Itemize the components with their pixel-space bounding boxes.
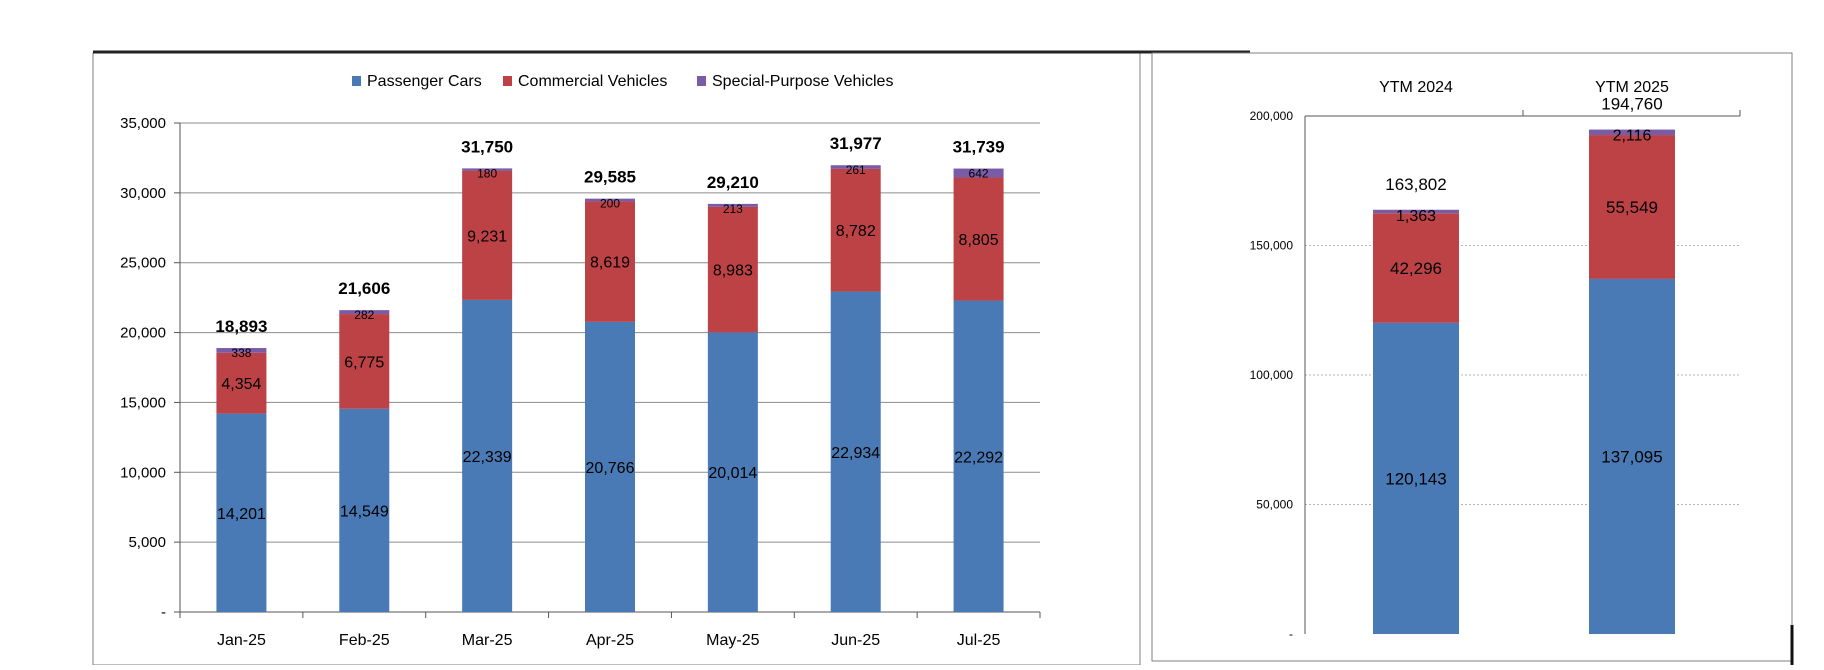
bar-special-purpose-vehicles bbox=[1589, 129, 1675, 136]
data-label-passenger-cars: 22,292 bbox=[954, 449, 1003, 466]
legend-label-commercial-vehicles: Commercial Vehicles bbox=[518, 73, 667, 90]
data-label-special: 200 bbox=[600, 197, 620, 211]
total-label: 31,739 bbox=[953, 138, 1005, 157]
data-label-passenger-cars: 14,201 bbox=[217, 506, 266, 523]
bar-commercial-vehicles bbox=[1589, 135, 1675, 279]
x-tick-label: YTM 2025 bbox=[1595, 79, 1669, 96]
y-tick-label: 10,000 bbox=[120, 464, 166, 481]
bar-passenger-cars bbox=[707, 332, 758, 612]
data-label-special: 213 bbox=[723, 202, 743, 216]
data-label-commercial-vehicles: 42,296 bbox=[1390, 259, 1442, 278]
x-tick-label: Jan-25 bbox=[217, 632, 266, 649]
y-tick-label: 15,000 bbox=[120, 394, 166, 411]
bar-special-purpose-vehicles bbox=[953, 168, 1004, 178]
x-tick-label: YTM 2024 bbox=[1379, 79, 1453, 96]
bar-commercial-vehicles bbox=[1373, 213, 1459, 323]
total-label: 194,760 bbox=[1601, 95, 1662, 114]
x-tick-label: Feb-25 bbox=[339, 632, 390, 649]
data-label-special: 180 bbox=[477, 166, 497, 180]
data-label-passenger-cars: 14,549 bbox=[340, 503, 389, 520]
bar-special-purpose-vehicles bbox=[707, 203, 758, 207]
bar-passenger-cars bbox=[462, 299, 513, 612]
total-label: 29,210 bbox=[707, 173, 759, 192]
y-tick-label: 100,000 bbox=[1250, 368, 1294, 382]
total-label: 21,606 bbox=[338, 279, 390, 298]
y-tick-label: 50,000 bbox=[1256, 498, 1293, 512]
total-label: 18,893 bbox=[215, 317, 267, 336]
bar-commercial-vehicles bbox=[585, 201, 635, 322]
legend-label-special-purpose-vehicles: Special-Purpose Vehicles bbox=[712, 73, 893, 90]
y-tick-label: 20,000 bbox=[120, 325, 166, 342]
x-tick-label: Jun-25 bbox=[831, 632, 880, 649]
bar-passenger-cars bbox=[339, 408, 390, 612]
x-tick-label: Apr-25 bbox=[586, 632, 634, 649]
total-label: 163,802 bbox=[1385, 175, 1446, 194]
data-label-special: 338 bbox=[231, 346, 251, 360]
x-tick-label: May-25 bbox=[706, 632, 759, 649]
bar-passenger-cars bbox=[830, 291, 881, 612]
data-label-special: 642 bbox=[969, 167, 989, 181]
y-tick-label: - bbox=[1289, 627, 1293, 641]
data-label-special: 2,116 bbox=[1613, 128, 1652, 145]
data-label-commercial-vehicles: 6,775 bbox=[344, 354, 384, 371]
data-label-commercial-vehicles: 8,782 bbox=[836, 223, 876, 240]
data-label-passenger-cars: 22,339 bbox=[463, 449, 512, 466]
y-tick-label: - bbox=[161, 604, 166, 621]
data-label-special: 261 bbox=[846, 163, 866, 177]
bar-commercial-vehicles bbox=[462, 170, 513, 300]
bar-special-purpose-vehicles bbox=[462, 168, 513, 171]
data-label-commercial-vehicles: 8,619 bbox=[590, 255, 630, 272]
bar-special-purpose-vehicles bbox=[585, 198, 635, 202]
data-label-passenger-cars: 22,934 bbox=[831, 445, 880, 462]
legend-swatch-commercial-vehicles bbox=[503, 76, 512, 86]
y-tick-label: 35,000 bbox=[120, 115, 166, 132]
x-tick-label: Mar-25 bbox=[462, 632, 513, 649]
bar-commercial-vehicles bbox=[830, 168, 881, 292]
bar-passenger-cars bbox=[585, 321, 635, 612]
total-label: 31,977 bbox=[830, 134, 882, 153]
y-tick-label: 30,000 bbox=[120, 185, 166, 202]
data-label-commercial-vehicles: 8,805 bbox=[959, 232, 999, 249]
bar-commercial-vehicles bbox=[707, 206, 758, 333]
data-label-passenger-cars: 120,143 bbox=[1385, 469, 1446, 488]
total-label: 31,750 bbox=[461, 137, 513, 156]
bar-passenger-cars bbox=[216, 413, 267, 612]
y-tick-label: 150,000 bbox=[1250, 239, 1294, 253]
data-label-passenger-cars: 20,766 bbox=[586, 460, 635, 477]
x-tick-label: Jul-25 bbox=[957, 632, 1001, 649]
data-label-passenger-cars: 137,095 bbox=[1601, 447, 1662, 466]
data-label-passenger-cars: 20,014 bbox=[708, 465, 757, 482]
legend-label-passenger-cars: Passenger Cars bbox=[367, 73, 482, 90]
y-tick-label: 5,000 bbox=[128, 534, 166, 551]
bar-passenger-cars bbox=[1589, 278, 1675, 634]
y-tick-label: 25,000 bbox=[120, 255, 166, 272]
data-label-commercial-vehicles: 9,231 bbox=[467, 228, 507, 245]
data-label-commercial-vehicles: 4,354 bbox=[221, 376, 261, 393]
bar-special-purpose-vehicles bbox=[339, 310, 390, 315]
bar-special-purpose-vehicles bbox=[216, 348, 267, 353]
data-label-special: 282 bbox=[354, 308, 374, 322]
bar-passenger-cars bbox=[1373, 322, 1459, 634]
data-label-commercial-vehicles: 8,983 bbox=[713, 263, 753, 280]
total-label: 29,585 bbox=[584, 168, 636, 187]
bar-commercial-vehicles bbox=[216, 352, 267, 414]
bar-special-purpose-vehicles bbox=[1373, 209, 1459, 214]
data-label-special: 1,363 bbox=[1396, 208, 1436, 225]
y-tick-label: 200,000 bbox=[1250, 109, 1294, 123]
bar-special-purpose-vehicles bbox=[830, 165, 881, 169]
data-label-commercial-vehicles: 55,549 bbox=[1606, 198, 1658, 217]
bar-commercial-vehicles bbox=[953, 177, 1004, 301]
right-chart-frame bbox=[1151, 52, 1793, 662]
bar-passenger-cars bbox=[953, 300, 1004, 612]
bar-commercial-vehicles bbox=[339, 314, 390, 409]
legend-swatch-passenger-cars bbox=[352, 76, 361, 86]
legend-swatch-special-purpose-vehicles bbox=[697, 76, 706, 86]
